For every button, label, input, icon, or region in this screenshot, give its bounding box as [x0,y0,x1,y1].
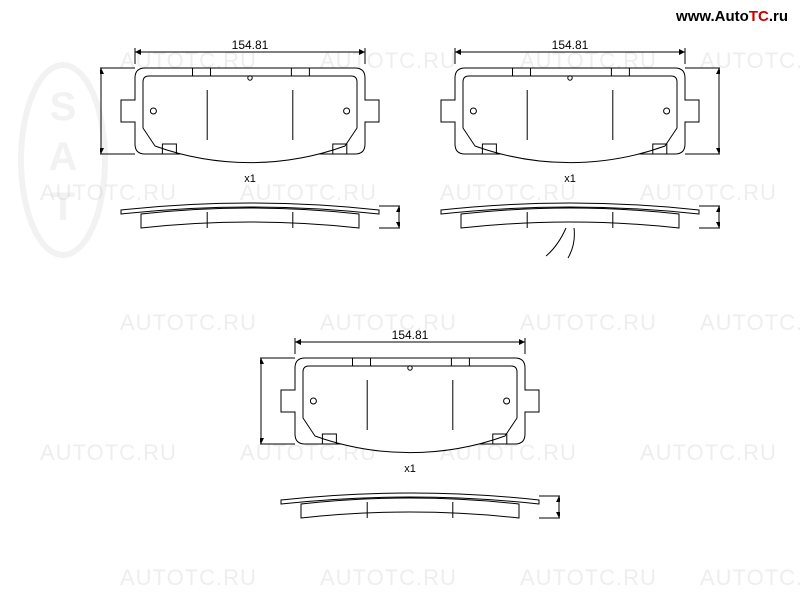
svg-text:18.5: 18.5 [398,193,400,217]
sat-logo: S A T [18,60,108,260]
watermark-text: AUTOTC.RU [120,565,257,591]
watermark-text: AUTOTC.RU [700,565,800,591]
svg-text:x1: x1 [564,173,576,185]
svg-text:154.81: 154.81 [232,40,269,52]
watermark-text: AUTOTC.RU [700,310,800,336]
svg-text:T: T [51,185,75,229]
source-url: www.AutoTC.ru [676,8,788,25]
watermark-text: AUTOTC.RU [640,440,777,466]
brake-pad-drawing: 154.81 58 18.5 x1 [100,40,400,300]
watermark-text: AUTOTC.RU [120,310,257,336]
watermark-text: AUTOTC.RU [40,440,177,466]
brake-pad-drawing: 154.81 58 18.5 x1 [420,40,720,300]
svg-text:18.5: 18.5 [718,193,720,217]
svg-text:x1: x1 [404,463,416,475]
svg-text:154.81: 154.81 [392,330,429,342]
svg-text:x1: x1 [244,173,256,185]
brake-pad-drawing: 154.81 58 18.5 x1 [260,330,560,590]
svg-text:S: S [50,85,77,129]
svg-text:A: A [49,135,78,179]
svg-text:18.5: 18.5 [558,483,560,507]
url-suffix: .ru [769,8,788,25]
svg-text:154.81: 154.81 [552,40,589,52]
url-prefix: www.Auto [676,8,749,25]
url-mid: TC [749,8,769,25]
